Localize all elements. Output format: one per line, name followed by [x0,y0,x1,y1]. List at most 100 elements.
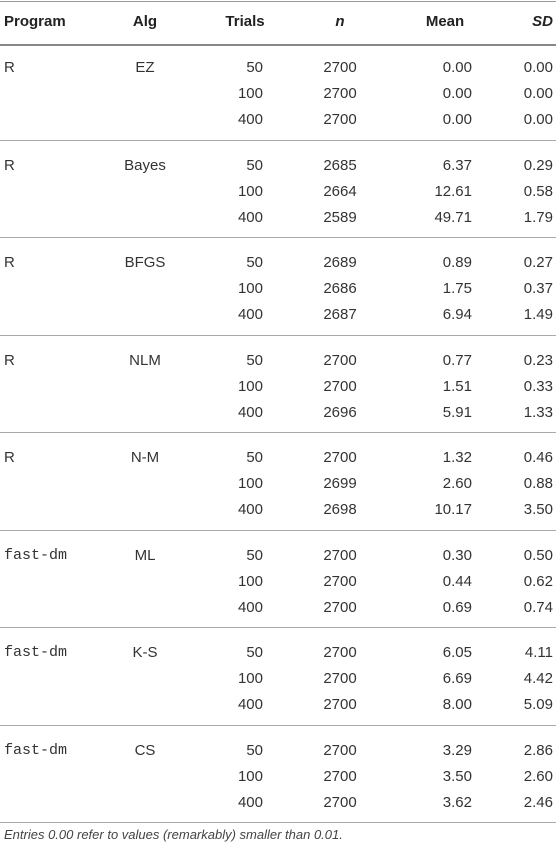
column-header: Program [4,13,66,30]
data-cell: 50 [246,546,263,564]
data-cell: 0.00 [523,59,553,76]
data-cell: 1.33 [523,403,553,421]
data-cell: 2589 [323,208,357,226]
data-cell: 100 [237,377,263,395]
data-cell: 400 [237,501,263,518]
data-cell: 50 [246,156,263,174]
data-cell: 2700 [323,449,357,466]
data-cell: 2698 [323,501,357,518]
data-cell: 1.75 [442,280,472,297]
data-cell: 2700 [323,670,357,687]
data-cell: 2.60 [442,475,472,492]
data-cell: 0.50 [523,546,553,564]
data-cell: 0.74 [523,598,553,616]
data-cell: 0.62 [523,572,553,590]
data-cell: 0.27 [523,254,553,271]
alg-cell: Bayes [124,156,166,174]
data-cell: 6.69 [442,670,472,687]
data-cell: 400 [237,696,263,713]
data-cell: 100 [237,182,263,200]
group-rule [0,335,556,336]
data-cell: 100 [237,475,263,492]
data-cell: 1.79 [523,208,553,226]
data-cell: 100 [237,280,263,297]
group-rule [0,725,556,726]
data-cell: 400 [237,598,263,616]
data-cell: 0.37 [523,280,553,297]
footnote: Entries 0.00 refer to values (remarkably… [4,827,343,842]
data-cell: 49.71 [434,208,472,226]
program-cell: R [4,156,15,174]
data-cell: 0.69 [442,598,472,616]
data-cell: 0.29 [523,156,553,174]
column-header: n [335,13,345,30]
data-cell: 2696 [323,403,357,421]
data-cell: 0.00 [442,111,472,128]
data-cell: 400 [237,306,263,323]
data-cell: 400 [237,208,263,226]
data-cell: 2700 [323,644,357,661]
data-cell: 6.37 [442,156,472,174]
data-cell: 0.58 [523,182,553,200]
data-cell: 50 [246,449,263,466]
program-cell: fast-dm [4,741,68,759]
data-cell: 2700 [323,767,357,785]
data-cell: 2700 [323,598,357,616]
column-header: Trials [225,13,265,30]
data-cell: 0.00 [523,111,553,128]
data-cell: 2686 [323,280,357,297]
group-rule [0,627,556,628]
data-cell: 3.50 [523,501,553,518]
data-cell: 2685 [323,156,357,174]
data-cell: 10.17 [434,501,472,518]
data-cell: 2689 [323,254,357,271]
data-cell: 2700 [323,377,357,395]
data-cell: 3.29 [442,741,472,759]
data-cell: 100 [237,767,263,785]
data-cell: 8.00 [442,696,472,713]
group-rule [0,140,556,141]
data-cell: 3.50 [442,767,472,785]
data-cell: 2700 [323,59,357,76]
alg-cell: EZ [135,59,155,76]
alg-cell: NLM [129,351,161,369]
data-cell: 50 [246,351,263,369]
data-cell: 2700 [323,111,357,128]
data-cell: 3.62 [442,793,472,811]
data-cell: 6.05 [442,644,472,661]
data-cell: 2700 [323,85,357,102]
data-cell: 5.91 [442,403,472,421]
column-header: Mean [425,13,465,30]
program-cell: R [4,351,15,369]
data-cell: 50 [246,59,263,76]
program-cell: R [4,59,15,76]
data-cell: 0.00 [442,85,472,102]
data-cell: 1.32 [442,449,472,466]
data-cell: 50 [246,254,263,271]
data-cell: 0.00 [523,85,553,102]
data-cell: 400 [237,111,263,128]
data-cell: 0.33 [523,377,553,395]
data-cell: 2700 [323,546,357,564]
header-rule [0,44,556,46]
data-cell: 0.44 [442,572,472,590]
data-cell: 0.23 [523,351,553,369]
column-header: Alg [132,13,158,30]
alg-cell: K-S [132,644,158,661]
data-cell: 1.49 [523,306,553,323]
data-cell: 5.09 [523,696,553,713]
data-cell: 4.11 [524,644,553,661]
data-cell: 2700 [323,572,357,590]
group-rule [0,432,556,433]
data-cell: 100 [237,670,263,687]
data-cell: 0.00 [442,59,472,76]
data-cell: 6.94 [442,306,472,323]
data-cell: 4.42 [523,670,553,687]
data-cell: 2664 [323,182,357,200]
data-cell: 2700 [323,351,357,369]
data-cell: 2700 [323,696,357,713]
data-cell: 50 [246,644,263,661]
program-cell: R [4,449,15,466]
data-cell: 2699 [323,475,357,492]
